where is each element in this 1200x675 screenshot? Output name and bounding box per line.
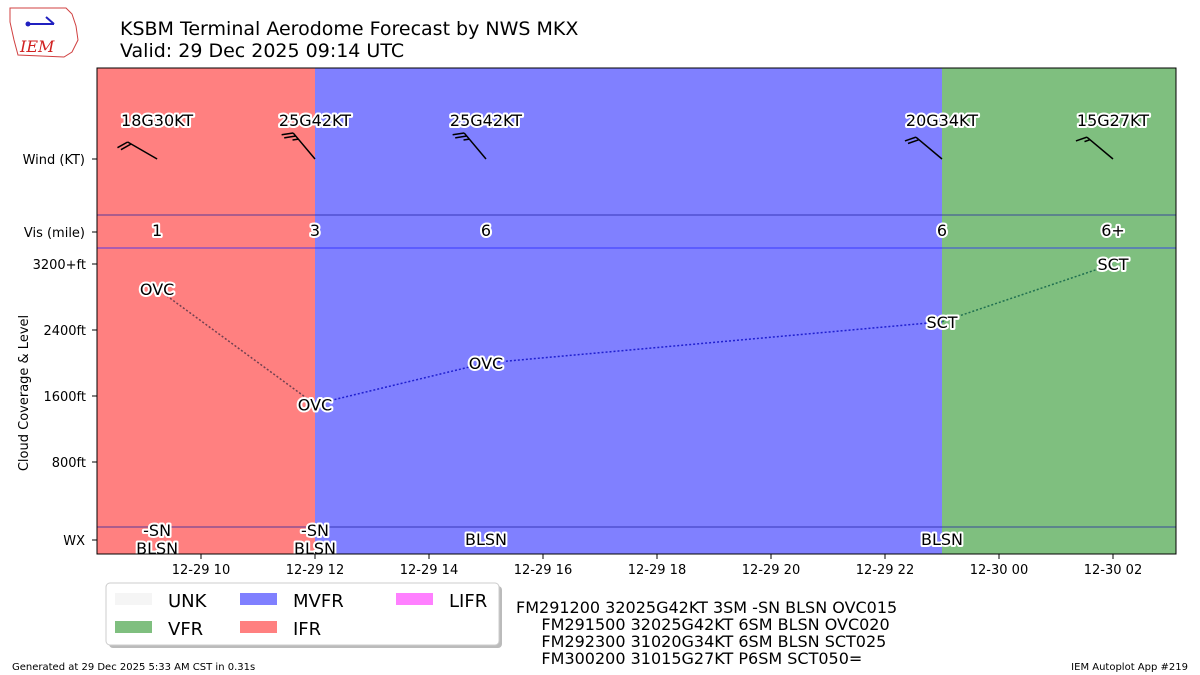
wind-barb-flag — [904, 136, 917, 142]
wind-label: 25G42KT — [279, 111, 351, 130]
weather-label: BLSN — [465, 530, 507, 549]
x-tick-label: 12-29 20 — [742, 563, 800, 578]
iem-logo: IEM — [9, 7, 79, 58]
legend-label: MVFR — [293, 591, 344, 612]
row-label-vis: Vis (mile) — [24, 226, 85, 241]
x-tick-label: 12-29 22 — [856, 563, 914, 578]
legend-swatch — [115, 593, 152, 605]
chart-title: KSBM Terminal Aerodome Forecast by NWS M… — [120, 18, 578, 40]
legend-label: VFR — [168, 619, 203, 640]
cloud-label: OVC — [469, 354, 503, 373]
wind-label: 20G34KT — [906, 111, 978, 130]
flight-category-band — [486, 68, 942, 554]
wind-barb-staff — [127, 141, 158, 160]
wind-barb-half — [1084, 139, 1091, 143]
legend-swatch — [115, 621, 152, 633]
flight-category-band — [942, 68, 1113, 554]
flight-category-band — [1113, 68, 1176, 554]
wind-label: 15G27KT — [1077, 111, 1149, 130]
logo-text: IEM — [19, 37, 55, 56]
cloud-level-line — [485, 321, 943, 364]
wind-barb-staff — [292, 132, 316, 160]
row-label-wx: WX — [63, 534, 85, 549]
visibility-label: 6 — [481, 221, 491, 240]
wind-barb-icon — [281, 132, 316, 160]
wind-barb-icon — [452, 132, 487, 160]
wind-barb-flag — [452, 132, 465, 136]
x-tick-label: 12-29 12 — [286, 563, 344, 578]
y-axis-label: Cloud Coverage & Level — [17, 315, 32, 471]
wind-label: 25G42KT — [450, 111, 522, 130]
footer-generated: Generated at 29 Dec 2025 5:33 AM CST in … — [12, 662, 255, 673]
x-tick-label: 12-30 02 — [1084, 563, 1142, 578]
cloud-label: OVC — [140, 280, 174, 299]
wind-barb-icon — [1075, 136, 1114, 160]
x-tick-label: 12-30 00 — [970, 563, 1028, 578]
chart-subtitle: Valid: 29 Dec 2025 09:14 UTC — [120, 40, 404, 62]
visibility-label: 6+ — [1101, 221, 1125, 240]
plot-frame — [96, 67, 1177, 555]
legend-swatch — [240, 593, 277, 605]
wind-barb-flag — [1075, 136, 1088, 142]
weather-label: BLSN — [136, 539, 178, 558]
wind-barb-flag — [281, 132, 294, 136]
cloud-level-line — [156, 288, 316, 405]
x-tick-label: 12-29 14 — [400, 563, 458, 578]
visibility-label: 6 — [937, 221, 947, 240]
taf-line: FM300200 31015G27KT P6SM SCT050= — [516, 649, 862, 668]
wind-barb-flag — [284, 135, 296, 139]
legend: UNK VFR MVFR IFR LIFR — [105, 582, 502, 648]
taf-line: FM292300 31020G34KT 6SM BLSN SCT025 — [516, 632, 886, 651]
wind-barb-flag — [117, 141, 129, 149]
taf-line: FM291200 32025G42KT 3SM -SN BLSN OVC015 — [516, 598, 897, 617]
weather-label: -SN — [301, 521, 329, 540]
wind-barb-half — [463, 138, 470, 141]
weather-label: BLSN — [921, 530, 963, 549]
wind-label: 18G30KT — [121, 111, 193, 130]
visibility-label: 3 — [310, 221, 320, 240]
cloud-label: SCT — [926, 313, 957, 332]
legend-label: LIFR — [449, 591, 487, 612]
wind-barb-staff — [915, 136, 943, 160]
wind-barb-icon — [904, 136, 943, 160]
y-tick-label: 2400ft — [43, 324, 86, 339]
wind-barb-half — [292, 138, 299, 141]
y-tick-label: 800ft — [52, 456, 86, 471]
wind-barb-flag — [120, 143, 132, 151]
flight-category-band — [97, 68, 315, 554]
taf-line: FM291500 32025G42KT 6SM BLSN OVC020 — [516, 615, 890, 634]
wind-barb-flag — [907, 139, 920, 145]
wind-barb-flag — [455, 135, 467, 139]
visibility-label: 1 — [152, 221, 162, 240]
y-tick-label: 3200+ft — [33, 258, 86, 273]
cloud-label: OVC — [298, 395, 332, 414]
footer-app: IEM Autoplot App #219 — [1071, 662, 1188, 673]
wind-barb-staff — [463, 132, 487, 160]
x-tick-label: 12-29 16 — [514, 563, 572, 578]
flight-category-band — [315, 68, 486, 554]
legend-label: UNK — [168, 591, 208, 612]
wind-barb-staff — [1086, 136, 1114, 160]
legend-label: IFR — [293, 619, 321, 640]
weather-label: -SN — [143, 521, 171, 540]
x-tick-label: 12-29 18 — [628, 563, 686, 578]
legend-swatch — [240, 621, 277, 633]
cloud-level-line — [314, 362, 487, 405]
legend-swatch — [396, 593, 433, 605]
x-tick-label: 12-29 10 — [172, 563, 230, 578]
cloud-label: SCT — [1097, 255, 1128, 274]
row-label-wind: Wind (KT) — [23, 153, 85, 168]
y-tick-label: 1600ft — [43, 390, 86, 405]
wind-barb-icon — [117, 141, 158, 160]
